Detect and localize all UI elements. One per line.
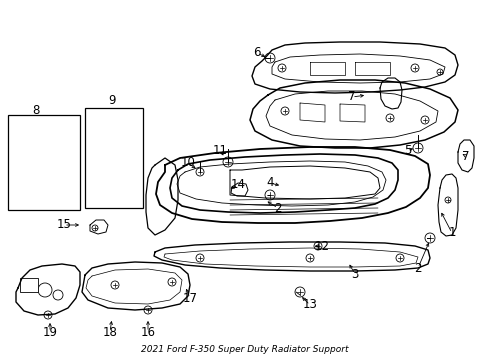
Text: 2021 Ford F-350 Super Duty Radiator Support: 2021 Ford F-350 Super Duty Radiator Supp… <box>141 346 347 355</box>
Bar <box>8 115 80 210</box>
Text: 17: 17 <box>182 292 197 305</box>
Text: 7: 7 <box>347 90 355 104</box>
Text: 18: 18 <box>102 325 117 338</box>
Text: 1: 1 <box>447 226 455 239</box>
Text: 4: 4 <box>265 176 273 189</box>
Text: 9: 9 <box>108 94 116 107</box>
Text: 10: 10 <box>180 157 195 170</box>
Text: 11: 11 <box>212 144 227 157</box>
Text: 3: 3 <box>350 267 358 280</box>
Text: 7: 7 <box>461 149 469 162</box>
Text: 13: 13 <box>302 298 317 311</box>
Text: 15: 15 <box>57 219 71 231</box>
Text: 14: 14 <box>230 179 245 192</box>
Text: 6: 6 <box>253 46 260 59</box>
Bar <box>85 108 142 208</box>
Text: 2: 2 <box>274 202 281 215</box>
Text: 5: 5 <box>404 144 411 157</box>
Text: 12: 12 <box>314 239 329 252</box>
Text: 16: 16 <box>140 325 155 338</box>
Text: 8: 8 <box>32 104 40 117</box>
Text: 2: 2 <box>413 261 421 274</box>
Text: 19: 19 <box>42 325 58 338</box>
Bar <box>20 278 38 292</box>
